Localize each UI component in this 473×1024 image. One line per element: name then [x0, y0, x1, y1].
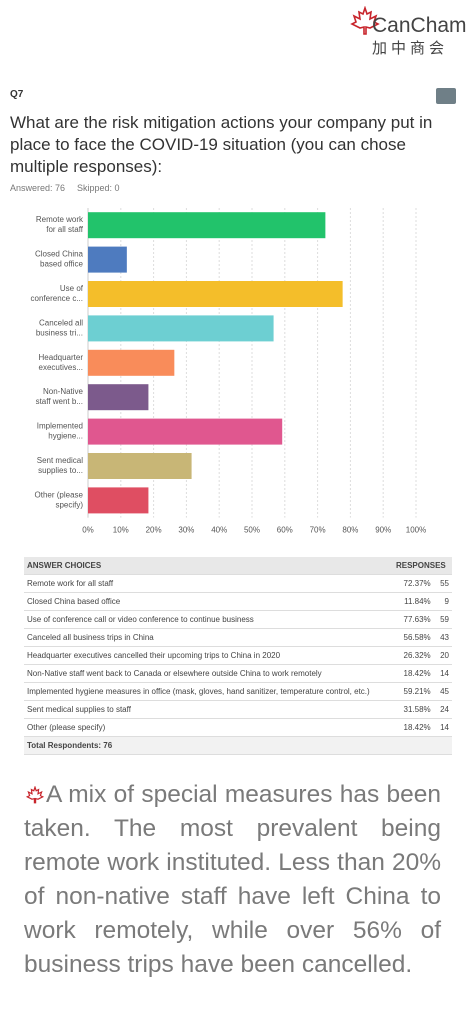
x-tick-label: 40% — [211, 526, 227, 535]
table-row: Headquarter executives cancelled their u… — [24, 646, 452, 665]
response-table: ANSWER CHOICES RESPONSES Remote work for… — [24, 557, 452, 755]
table-cell: Canceled all business trips in China — [24, 628, 393, 647]
leaf-icon — [26, 786, 44, 804]
x-tick-label: 10% — [113, 526, 129, 535]
table-row: Other (please specify) 18.42% 14 — [24, 718, 452, 737]
x-tick-label: 60% — [277, 526, 293, 535]
y-tick-label: Non-Native staff went b... — [36, 387, 84, 406]
table-cell: 20 — [433, 646, 452, 665]
x-tick-label: 100% — [406, 526, 426, 535]
table-cell: 11.84% — [392, 592, 434, 611]
y-tick-label: Closed China based office — [35, 250, 84, 269]
question-number: Q7 — [10, 89, 24, 100]
table-cell: 14 — [433, 718, 452, 737]
chart: 0% 10% 20% 30% 40% 50% 60% 70% 80% 90% 100% Remote … — [31, 208, 426, 535]
table-cell: 56.58% — [392, 628, 434, 647]
table-cell: 18.42% — [392, 718, 434, 737]
answered: Answered: 76 — [10, 183, 66, 193]
y-tick-label: Implemented hygiene... — [37, 422, 83, 441]
bar — [88, 487, 149, 514]
bar — [88, 246, 127, 273]
table-cell: 55 — [433, 574, 452, 593]
table-cell: 59 — [433, 610, 452, 629]
x-tick-label: 70% — [310, 526, 326, 535]
table-cell: Closed China based office — [24, 592, 393, 611]
x-tick-label: 30% — [178, 526, 194, 535]
table-cell: 31.58% — [392, 700, 434, 719]
bar — [88, 384, 149, 411]
table-wrap: ANSWER CHOICES RESPONSES Remote work for… — [24, 557, 452, 755]
y-tick-label: Sent medical supplies to... — [37, 456, 83, 475]
bar — [88, 212, 326, 239]
x-tick-label: 20% — [146, 526, 162, 535]
total-row: Total Respondents: 76 — [24, 736, 452, 755]
table-cell: 72.37% — [392, 574, 434, 593]
table-cell: 43 — [433, 628, 452, 647]
table-row: Non-Native staff went back to Canada or … — [24, 664, 452, 683]
logo-leaf — [350, 6, 380, 35]
table-cell: Total Respondents: 76 — [24, 736, 452, 755]
table-row: Use of conference call or video conferen… — [24, 610, 452, 629]
table-cell: Implemented hygiene measures in office (… — [24, 682, 393, 701]
table-cell: 77.63% — [392, 610, 434, 629]
table-row: Sent medical supplies to staff 31.58% 24 — [24, 700, 452, 719]
bar — [88, 453, 192, 479]
y-tick-label: Headquarter executives... — [39, 353, 84, 372]
table-cell: Use of conference call or video conferen… — [24, 610, 393, 629]
y-tick-label: Canceled all business tri... — [36, 319, 83, 338]
table-row: Implemented hygiene measures in office (… — [24, 682, 452, 701]
header-row: ANSWER CHOICES RESPONSES — [24, 557, 452, 575]
table-row: Closed China based office 11.84% 9 — [24, 592, 452, 611]
table-cell: 59.21% — [392, 682, 434, 701]
header-cell: RESPONSES — [392, 557, 452, 575]
summary: A mix of special measures has been taken… — [24, 781, 441, 978]
comment-icon[interactable] — [436, 88, 456, 104]
table-cell: Remote work for all staff — [24, 574, 393, 593]
x-tick-label: 90% — [375, 526, 391, 535]
skipped: Skipped: 0 — [77, 183, 120, 193]
table-cell: 24 — [433, 700, 452, 719]
table-cell: 18.42% — [392, 664, 434, 683]
question-text: What are the risk mitigation actions you… — [10, 113, 433, 176]
bar — [88, 281, 343, 307]
y-tick-label: Use of conference c... — [31, 284, 84, 303]
header-cell: ANSWER CHOICES — [24, 557, 393, 575]
table-cell: Other (please specify) — [24, 718, 393, 737]
table-cell: 9 — [433, 592, 452, 611]
table-row: Canceled all business trips in China 56.5… — [24, 628, 452, 647]
table-cell: Sent medical supplies to staff — [24, 700, 393, 719]
y-tick-label: Remote work for all staff — [36, 215, 84, 234]
x-tick-label: 0% — [82, 526, 94, 535]
logo-name: CanCham — [372, 14, 467, 37]
y-tick-label: Other (please specify) — [35, 491, 84, 510]
x-tick-label: 80% — [342, 526, 358, 535]
bar — [88, 418, 283, 445]
bar — [88, 315, 274, 342]
logo-chinese: 加中商会 — [372, 40, 449, 57]
table-cell: 14 — [433, 664, 452, 683]
table-cell: Non-Native staff went back to Canada or … — [24, 664, 393, 683]
x-tick-label: 50% — [244, 526, 260, 535]
table-row: Remote work for all staff 72.37% 55 — [24, 574, 452, 593]
table-cell: 26.32% — [392, 646, 434, 665]
bar — [88, 349, 175, 376]
table-cell: 45 — [433, 682, 452, 701]
table-cell: Headquarter executives cancelled their u… — [24, 646, 393, 665]
